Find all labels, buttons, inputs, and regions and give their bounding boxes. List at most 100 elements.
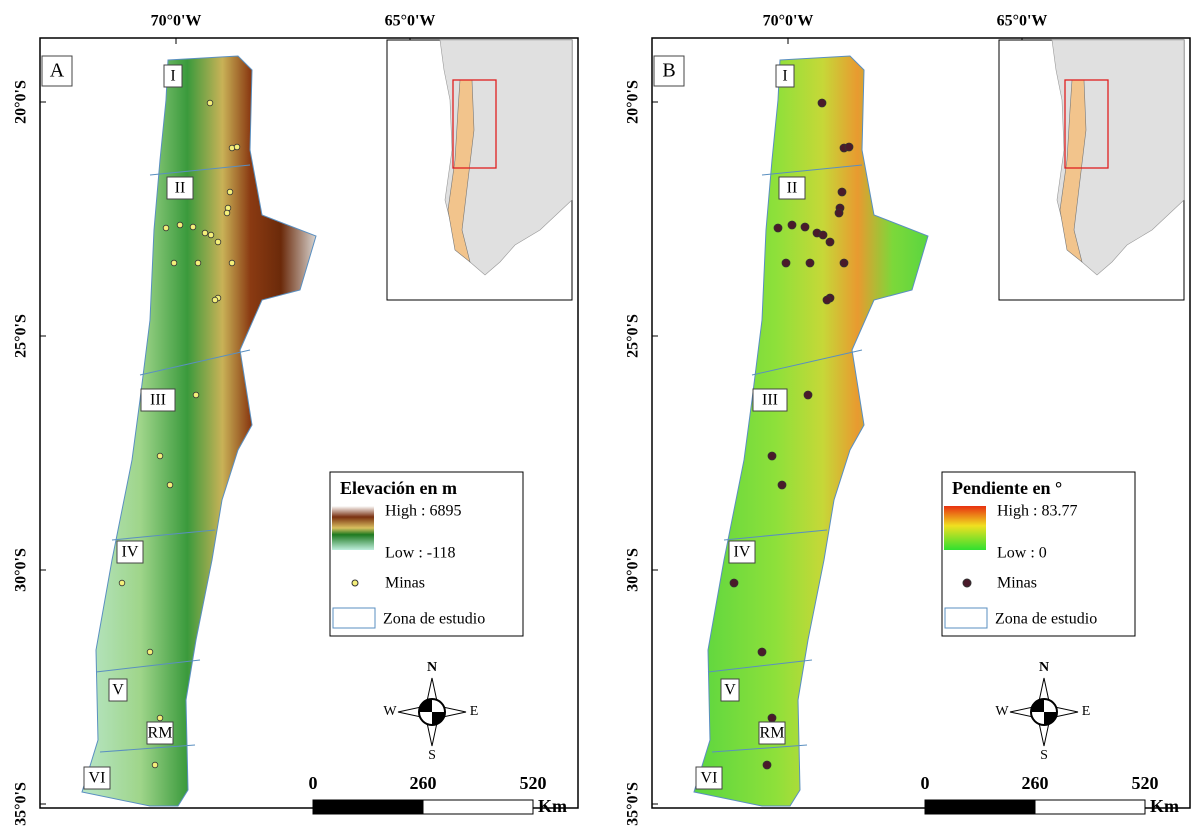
region-label: I xyxy=(782,68,787,85)
scale-bar-black xyxy=(925,800,1035,814)
mine-marker xyxy=(835,209,843,217)
longitude-label: 70°0'W xyxy=(763,13,814,30)
mine-marker xyxy=(823,296,831,304)
panel-letter: A xyxy=(50,60,65,82)
legend-low: Low : -118 xyxy=(385,545,456,562)
compass-e: E xyxy=(1082,704,1091,719)
mine-marker xyxy=(207,100,213,106)
legend-mine xyxy=(352,580,358,586)
mine-marker xyxy=(177,222,183,228)
mine-marker xyxy=(152,762,158,768)
legend-zone-swatch xyxy=(333,608,375,628)
legend-zone: Zona de estudio xyxy=(995,611,1097,628)
region-label: III xyxy=(150,392,166,409)
mine-marker xyxy=(826,238,834,246)
mine-marker xyxy=(215,239,221,245)
longitude-label: 70°0'W xyxy=(151,13,202,30)
mine-marker xyxy=(190,224,196,230)
mine-marker xyxy=(212,297,218,303)
mine-marker xyxy=(782,259,790,267)
scale-label: 260 xyxy=(1022,773,1049,793)
latitude-label: 35°0'S xyxy=(13,782,30,826)
mine-marker xyxy=(819,231,827,239)
scale-unit: Km xyxy=(1150,796,1179,816)
panel-letter: B xyxy=(662,60,675,82)
compass-n: N xyxy=(1039,660,1049,675)
scale-label: 260 xyxy=(410,773,437,793)
mine-marker xyxy=(788,221,796,229)
mine-marker xyxy=(234,144,240,150)
legend-high: High : 6895 xyxy=(385,503,461,520)
mine-marker xyxy=(774,224,782,232)
region-label: V xyxy=(724,682,736,699)
mine-marker xyxy=(163,225,169,231)
region-label: V xyxy=(112,682,124,699)
longitude-label: 65°0'W xyxy=(385,13,436,30)
region-label: II xyxy=(787,180,798,197)
legend-high: High : 83.77 xyxy=(997,503,1077,520)
longitude-label: 65°0'W xyxy=(997,13,1048,30)
scale-label: 0 xyxy=(309,773,318,793)
latitude-label: 30°0'S xyxy=(625,548,642,592)
compass-e: E xyxy=(470,704,479,719)
mine-marker xyxy=(202,230,208,236)
mine-marker xyxy=(147,649,153,655)
latitude-label: 35°0'S xyxy=(625,782,642,826)
latitude-label: 25°0'S xyxy=(625,314,642,358)
region-label: VI xyxy=(89,770,106,787)
latitude-label: 20°0'S xyxy=(625,80,642,124)
mine-marker xyxy=(119,580,125,586)
mine-marker xyxy=(227,189,233,195)
mine-marker xyxy=(818,99,826,107)
scale-bar-white xyxy=(423,800,533,814)
mine-marker xyxy=(758,648,766,656)
scale-unit: Km xyxy=(538,796,567,816)
mine-marker xyxy=(806,259,814,267)
mine-marker xyxy=(838,188,846,196)
mine-marker xyxy=(804,391,812,399)
region-label: VI xyxy=(701,770,718,787)
mine-marker xyxy=(768,714,776,722)
mine-marker xyxy=(229,260,235,266)
scale-bar-black xyxy=(313,800,423,814)
figure: 70°0'W65°0'W20°0'S25°0'S30°0'S35°0'SIIII… xyxy=(0,0,1194,832)
mine-marker xyxy=(157,715,163,721)
region-label: IV xyxy=(734,544,751,561)
compass-n: N xyxy=(427,660,437,675)
legend-zone-swatch xyxy=(945,608,987,628)
mine-marker xyxy=(224,210,230,216)
mine-marker xyxy=(801,223,809,231)
scale-label: 520 xyxy=(1132,773,1159,793)
legend-mine xyxy=(963,579,971,587)
legend-mines: Minas xyxy=(385,575,425,592)
legend-low: Low : 0 xyxy=(997,545,1047,562)
region-label: RM xyxy=(760,725,785,742)
mine-marker xyxy=(208,232,214,238)
compass-w: W xyxy=(995,704,1009,719)
scale-label: 520 xyxy=(520,773,547,793)
compass-s: S xyxy=(428,748,436,763)
latitude-label: 30°0'S xyxy=(13,548,30,592)
mine-marker xyxy=(730,579,738,587)
mine-marker xyxy=(768,452,776,460)
legend-title: Elevación en m xyxy=(340,478,457,498)
region-label: IV xyxy=(122,544,139,561)
latitude-label: 25°0'S xyxy=(13,314,30,358)
mine-marker xyxy=(845,143,853,151)
region-label: III xyxy=(762,392,778,409)
mine-marker xyxy=(171,260,177,266)
mine-marker xyxy=(193,392,199,398)
scale-bar-white xyxy=(1035,800,1145,814)
mine-marker xyxy=(167,482,173,488)
mine-marker xyxy=(840,259,848,267)
mine-marker xyxy=(763,761,771,769)
compass-s: S xyxy=(1040,748,1048,763)
legend-zone: Zona de estudio xyxy=(383,611,485,628)
compass-w: W xyxy=(383,704,397,719)
legend-title: Pendiente en ° xyxy=(952,478,1062,498)
region-label: I xyxy=(170,68,175,85)
mine-marker xyxy=(157,453,163,459)
mine-marker xyxy=(778,481,786,489)
legend-ramp xyxy=(332,506,374,550)
